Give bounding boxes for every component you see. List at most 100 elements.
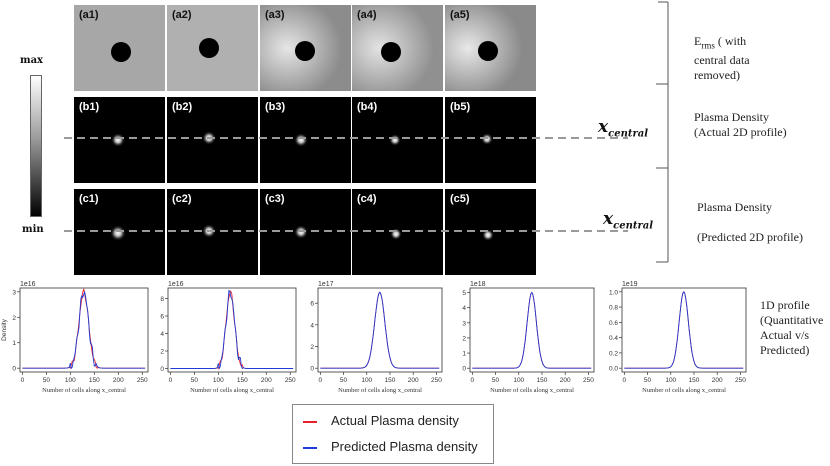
legend-swatch-predicted (303, 446, 317, 449)
y-tick-label: 2 (310, 344, 314, 351)
legend: Actual Plasma density Predicted Plasma d… (292, 404, 494, 464)
x-tick-label: 100 (665, 377, 676, 384)
x-tick-label: 250 (431, 377, 442, 384)
x-tick-label: 0 (471, 377, 475, 384)
profile-plot-1: 1e16 0 50 100 150 200 250 0 1 2 3 Number of cells a… (0, 278, 160, 403)
y-tick-label: 0 (310, 366, 314, 373)
x-axis-label: Number of cells along x_central (642, 387, 726, 394)
scale-label: 1e16 (168, 281, 184, 288)
profile-plot-4: 1e18 0 50 100 150 200 250 0 1 2 3 4 5 Number of cells… (448, 272, 608, 403)
x-tick-label: 250 (583, 377, 594, 384)
predicted-density-line (320, 291, 440, 369)
colorbar-min-label: min (22, 224, 44, 235)
x-tick-label: 150 (689, 377, 700, 384)
scale-label: 1e19 (622, 281, 638, 288)
y-axis-label: Density (1, 318, 8, 340)
y-tick-label: 2 (12, 315, 16, 322)
x-tick-label: 0 (623, 377, 627, 384)
tile-b3: (b3) (260, 97, 351, 183)
y-tick-label: 5 (462, 290, 466, 297)
x-tick-label: 150 (237, 377, 248, 384)
profile-plot-2: 1e16 0 50 100 150 200 250 0 2 4 6 8 Number of cells … (148, 278, 308, 403)
legend-item-predicted: Predicted Plasma density (303, 439, 478, 454)
y-tick-label: 6 (310, 301, 314, 308)
x-tick-label: 50 (191, 377, 199, 384)
y-tick-label: 0.0 (609, 366, 618, 373)
profile-plot-5: 1e19 0 50 100 150 200 250 0.0 0.2 0.4 0.6 0.8 1.0 Num… (600, 272, 760, 403)
y-tick-label: 0 (160, 366, 164, 373)
y-tick-label: 0.2 (609, 350, 618, 357)
x-axis-label: Number of cells along x_central (338, 387, 422, 394)
x-tick-label: 100 (361, 377, 372, 384)
y-tick-label: 1 (462, 351, 466, 358)
tile-a5: (a5) (445, 5, 536, 91)
legend-label-predicted: Predicted Plasma density (331, 439, 478, 454)
y-tick-label: 2 (160, 349, 164, 356)
scale-label: 1e16 (20, 281, 36, 288)
erms-description: Erms ( with central data removed) (694, 34, 750, 83)
plot-frame (317, 287, 443, 373)
y-tick-label: 4 (160, 331, 164, 338)
tile-a1: (a1) (74, 5, 165, 91)
x-axis-label: Number of cells along x_central (490, 387, 574, 394)
scale-label: 1e18 (470, 281, 486, 288)
profile1d-description: 1D profile (Quantitative Actual v/s Pred… (760, 298, 824, 357)
x-tick-label: 150 (537, 377, 548, 384)
plot-frame (469, 287, 595, 373)
x-tick-label: 0 (21, 377, 25, 384)
x-tick-label: 200 (560, 377, 571, 384)
x-tick-label: 200 (712, 377, 723, 384)
legend-item-actual: Actual Plasma density (303, 413, 459, 428)
scale-label: 1e17 (318, 281, 334, 288)
tile-b5: (b5) (445, 97, 536, 183)
y-tick-label: 1 (12, 340, 16, 347)
x-tick-label: 150 (385, 377, 396, 384)
x-tick-label: 0 (319, 377, 323, 384)
x-tick-label: 50 (492, 377, 500, 384)
x-tick-label: 200 (113, 377, 124, 384)
y-tick-label: 0.4 (609, 335, 618, 342)
tile-a2: (a2) (167, 5, 258, 91)
x-tick-label: 150 (89, 377, 100, 384)
x-tick-label: 100 (213, 377, 224, 384)
y-tick-label: 8 (160, 296, 164, 303)
xcentral-label-predicted: xcentral (603, 209, 654, 232)
y-tick-label: 3 (462, 320, 466, 327)
plot-frame (19, 287, 149, 373)
x-tick-label: 250 (735, 377, 746, 384)
x-tick-label: 50 (340, 377, 348, 384)
y-tick-label: 0 (12, 366, 16, 373)
x-tick-label: 250 (285, 377, 296, 384)
plot-frame (621, 287, 747, 373)
predicted-density-line (472, 291, 592, 369)
x-tick-label: 100 (65, 377, 76, 384)
x-tick-label: 0 (169, 377, 173, 384)
x-axis-label: Number of cells along x_central (42, 387, 126, 394)
x-tick-label: 200 (408, 377, 419, 384)
y-tick-label: 6 (160, 314, 164, 321)
x-tick-label: 50 (644, 377, 652, 384)
y-tick-label: 4 (462, 305, 466, 312)
y-tick-label: 4 (310, 322, 314, 329)
legend-label-actual: Actual Plasma density (331, 413, 459, 428)
predicted-description: Plasma Density (Predicted 2D profile) (697, 200, 803, 244)
x-tick-label: 50 (43, 377, 51, 384)
actual-description: Plasma Density (Actual 2D profile) (694, 110, 787, 139)
predicted-density-line (624, 290, 744, 369)
plot-frame (167, 287, 297, 373)
x-tick-label: 250 (137, 377, 148, 384)
y-tick-label: 0.8 (609, 305, 618, 312)
x-axis-label: Number of cells along x_central (190, 387, 274, 394)
right-bracket (656, 1, 669, 263)
tile-a4: (a4) (352, 5, 443, 91)
colorbar-max-label: max (20, 55, 44, 66)
legend-swatch-actual (303, 420, 317, 423)
y-tick-label: 2 (462, 335, 466, 342)
predicted-density-line (22, 290, 146, 370)
predicted-density-line (170, 289, 294, 370)
xcentral-label-actual: xcentral (598, 117, 649, 140)
profile-plot-3: 1e17 0 50 100 150 200 250 0 2 4 6 Number of cells a… (296, 272, 456, 403)
y-tick-label: 0.6 (609, 320, 618, 327)
